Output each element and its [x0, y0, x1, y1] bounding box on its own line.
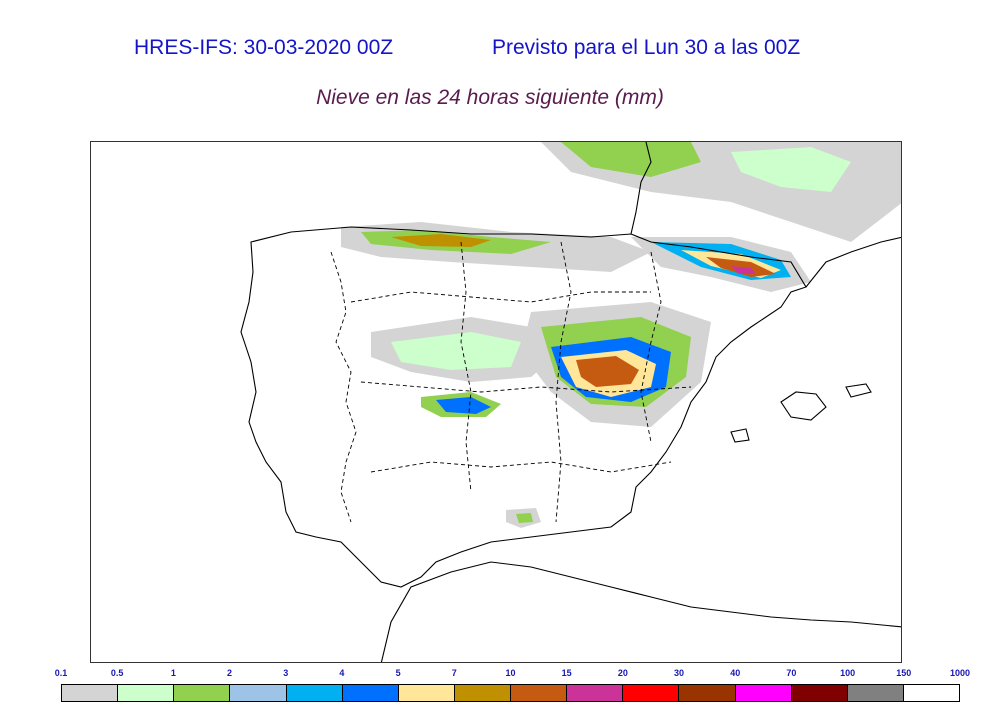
map-canvas — [240, 142, 901, 662]
legend-swatch — [903, 685, 959, 701]
menorca — [845, 383, 872, 398]
france-coastline — [630, 142, 652, 235]
legend-swatch — [847, 685, 904, 701]
legend-label: 15 — [561, 668, 572, 678]
legend-swatch — [230, 685, 287, 701]
legend-label: 100 — [840, 668, 856, 678]
snow-area-pyrenees-magenta — [731, 266, 756, 274]
africa-coast — [380, 561, 901, 662]
legend-label: 30 — [674, 668, 685, 678]
snow-area-alps — [731, 147, 851, 192]
portugal-border — [330, 251, 357, 523]
legend-swatch — [791, 685, 848, 701]
france-med-coast — [805, 236, 901, 288]
model-run-title: HRES-IFS: 30-03-2020 00Z — [134, 36, 394, 59]
region-border-4 — [460, 241, 472, 493]
legend-labels: 0.1 0.5 1 2 3 4 5 7 10 15 20 30 40 70 100 150 1000 — [0, 668, 1000, 680]
legend-label: 40 — [730, 668, 741, 678]
snow-area-iberico-brown — [576, 356, 639, 387]
mallorca — [780, 391, 827, 421]
legend-label: 5 — [395, 668, 401, 678]
legend-swatch — [62, 685, 119, 701]
legend-swatch — [342, 685, 399, 701]
regional-borders — [330, 241, 692, 523]
legend-label: 150 — [896, 668, 912, 678]
snow-area-france-green — [561, 142, 701, 177]
legend-swatch — [735, 685, 792, 701]
ibiza — [730, 428, 750, 443]
legend-swatch — [174, 685, 231, 701]
legend-label: 3 — [283, 668, 289, 678]
legend-label: 10 — [505, 668, 516, 678]
legend-label: 1000 — [949, 668, 971, 678]
region-border-3 — [370, 461, 672, 473]
legend-swatch — [511, 685, 568, 701]
region-border-6 — [640, 251, 662, 443]
legend-label: 1 — [170, 668, 176, 678]
legend-label: 0.5 — [110, 668, 124, 678]
snow-area-central-green — [391, 332, 521, 370]
iberia-coastline — [240, 226, 807, 588]
legend-label: 20 — [617, 668, 628, 678]
legend-label: 7 — [451, 668, 457, 678]
legend-swatch — [623, 685, 680, 701]
region-border-1 — [350, 291, 651, 303]
snow-area-cantabrica-brown — [391, 234, 491, 247]
legend-swatch — [679, 685, 736, 701]
legend-label: 70 — [786, 668, 797, 678]
legend-swatch — [286, 685, 343, 701]
legend-label: 2 — [227, 668, 233, 678]
snow-area-guadarrama-blue — [436, 397, 491, 414]
coastlines — [240, 142, 901, 662]
map-subtitle: Nieve en las 24 horas siguiente (mm) — [316, 86, 664, 109]
legend-label: 4 — [339, 668, 345, 678]
forecast-valid-title: Previsto para el Lun 30 a las 00Z — [492, 36, 801, 59]
snowfall-map — [90, 141, 902, 663]
region-border-5 — [555, 241, 572, 523]
snow-shading — [341, 142, 901, 528]
legend-label: 0.1 — [54, 668, 68, 678]
color-legend — [61, 684, 960, 702]
title-row: HRES-IFS: 30-03-2020 00Z Previsto para e… — [0, 36, 1000, 66]
snow-area-nevada-green — [516, 513, 533, 523]
legend-swatch — [454, 685, 511, 701]
region-border-2 — [360, 381, 692, 393]
legend-swatch — [567, 685, 624, 701]
legend-swatch — [118, 685, 175, 701]
legend-swatch — [398, 685, 455, 701]
